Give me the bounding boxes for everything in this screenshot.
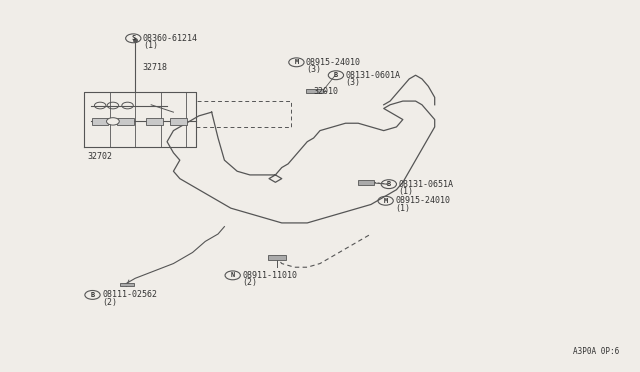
Text: 08911-11010: 08911-11010 bbox=[243, 271, 297, 280]
Text: (1): (1) bbox=[143, 41, 158, 50]
Text: B: B bbox=[387, 181, 391, 187]
Text: A3P0A 0P:6: A3P0A 0P:6 bbox=[573, 347, 620, 356]
Text: (2): (2) bbox=[243, 278, 257, 287]
Bar bbox=[120, 283, 134, 286]
Text: 08111-02562: 08111-02562 bbox=[102, 291, 157, 299]
Text: (3): (3) bbox=[346, 78, 360, 87]
Text: N: N bbox=[230, 272, 235, 278]
Bar bbox=[268, 256, 285, 260]
Text: B: B bbox=[90, 292, 95, 298]
Circle shape bbox=[106, 118, 119, 125]
Bar bbox=[146, 118, 163, 125]
Text: 32718: 32718 bbox=[143, 63, 168, 72]
Text: 08915-24010: 08915-24010 bbox=[306, 58, 361, 67]
Text: M: M bbox=[383, 198, 388, 204]
Text: B: B bbox=[334, 72, 338, 78]
Text: S: S bbox=[131, 35, 136, 41]
Text: (1): (1) bbox=[398, 187, 413, 196]
Bar bbox=[306, 89, 323, 93]
Text: 08360-61214: 08360-61214 bbox=[143, 34, 198, 43]
Text: M: M bbox=[294, 59, 298, 65]
Bar bbox=[92, 118, 108, 125]
Text: 08915-24010: 08915-24010 bbox=[395, 196, 450, 205]
Text: 32010: 32010 bbox=[314, 87, 339, 96]
Text: (1): (1) bbox=[395, 203, 410, 213]
Text: (3): (3) bbox=[306, 65, 321, 74]
Text: (2): (2) bbox=[102, 298, 117, 307]
Bar bbox=[117, 118, 134, 125]
Bar bbox=[170, 118, 187, 125]
Bar bbox=[358, 180, 374, 185]
Text: 32702: 32702 bbox=[88, 152, 113, 161]
Text: 08131-0601A: 08131-0601A bbox=[346, 71, 401, 80]
Text: 08131-0651A: 08131-0651A bbox=[398, 180, 453, 189]
